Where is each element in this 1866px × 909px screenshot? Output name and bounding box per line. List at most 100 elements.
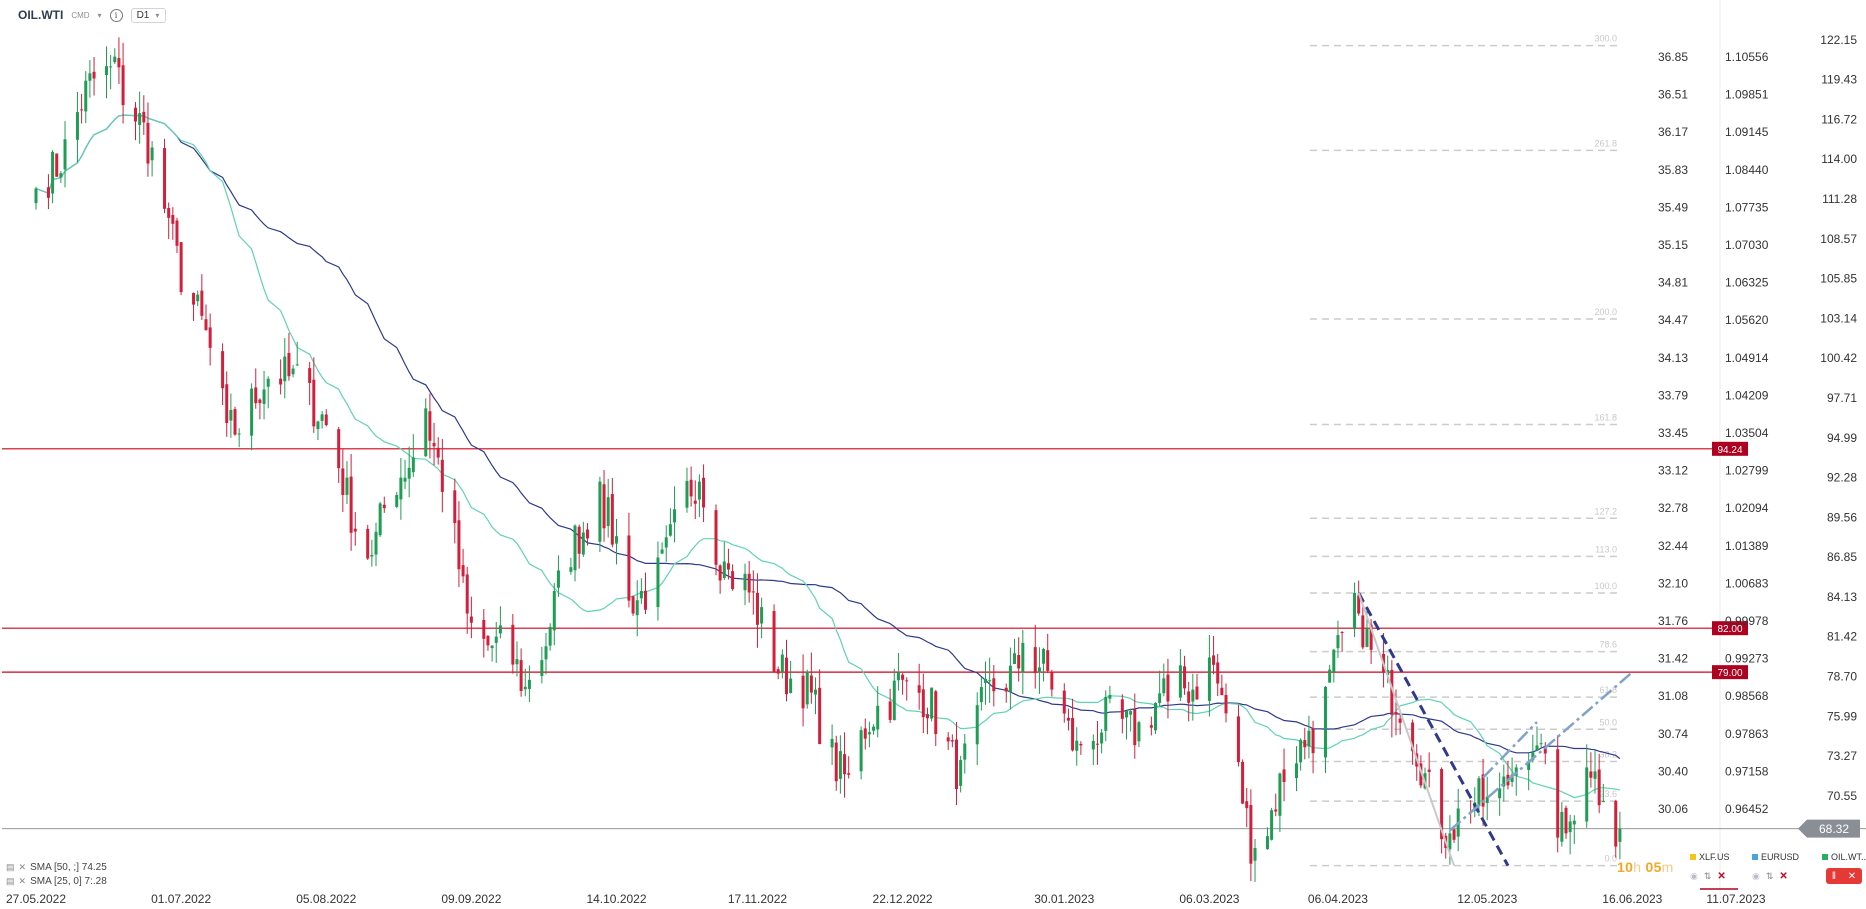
candle[interactable] xyxy=(1133,693,1137,759)
candle[interactable] xyxy=(954,721,958,806)
candle[interactable] xyxy=(776,666,780,680)
candle[interactable] xyxy=(469,596,473,639)
candle[interactable] xyxy=(51,150,55,204)
candle[interactable] xyxy=(1091,734,1095,766)
candle[interactable] xyxy=(1328,664,1332,683)
candle[interactable] xyxy=(225,371,229,437)
candle[interactable] xyxy=(1324,685,1328,774)
candle[interactable] xyxy=(867,721,871,748)
candle[interactable] xyxy=(872,724,876,735)
candle[interactable] xyxy=(581,521,585,557)
timeframe-select[interactable]: D1 ▾ xyxy=(130,7,167,23)
info-icon[interactable]: i xyxy=(109,8,123,22)
candle[interactable] xyxy=(656,541,660,621)
candle[interactable] xyxy=(1336,620,1340,658)
candle[interactable] xyxy=(1585,744,1589,828)
candle[interactable] xyxy=(598,476,602,553)
candle[interactable] xyxy=(1361,599,1365,650)
compare-controls-oil[interactable]: ǁ ✕ xyxy=(1826,868,1862,884)
candle[interactable] xyxy=(830,724,834,765)
candle[interactable] xyxy=(142,95,146,135)
candle[interactable] xyxy=(511,614,515,674)
candle[interactable] xyxy=(424,398,428,457)
candle[interactable] xyxy=(258,398,262,420)
candle[interactable] xyxy=(436,437,440,465)
candle[interactable] xyxy=(979,677,983,711)
candle[interactable] xyxy=(349,453,353,551)
candle[interactable] xyxy=(1303,727,1307,760)
candle[interactable] xyxy=(1037,647,1041,694)
candle[interactable] xyxy=(1046,633,1050,673)
candle[interactable] xyxy=(250,383,254,451)
candle[interactable] xyxy=(610,477,614,548)
eye-icon[interactable]: ◉ xyxy=(1690,871,1698,881)
candle[interactable] xyxy=(121,42,125,124)
candle[interactable] xyxy=(1481,758,1485,826)
candle[interactable] xyxy=(378,501,382,537)
candle[interactable] xyxy=(847,756,851,779)
candle[interactable] xyxy=(146,102,150,177)
candle[interactable] xyxy=(1013,638,1017,665)
candle[interactable] xyxy=(316,420,320,441)
candle[interactable] xyxy=(1589,752,1593,788)
candle[interactable] xyxy=(167,202,171,239)
candle[interactable] xyxy=(117,37,121,84)
candle[interactable] xyxy=(134,102,138,141)
candle[interactable] xyxy=(1614,799,1618,858)
candle[interactable] xyxy=(784,639,788,702)
candle[interactable] xyxy=(345,461,349,505)
candle[interactable] xyxy=(664,525,668,562)
candle[interactable] xyxy=(1357,580,1361,616)
candle[interactable] xyxy=(905,677,909,701)
close-icon[interactable]: ✕ xyxy=(18,876,27,886)
candle[interactable] xyxy=(789,660,793,694)
candle[interactable] xyxy=(1307,715,1311,759)
candle[interactable] xyxy=(934,689,938,747)
candle[interactable] xyxy=(1502,764,1506,802)
candle[interactable] xyxy=(1191,673,1195,721)
candle[interactable] xyxy=(863,718,867,750)
candle[interactable] xyxy=(1539,733,1543,748)
candle[interactable] xyxy=(1282,748,1286,802)
candle[interactable] xyxy=(963,734,967,774)
candle[interactable] xyxy=(1216,653,1220,697)
candle[interactable] xyxy=(1108,685,1112,704)
candle[interactable] xyxy=(1498,772,1502,816)
candle[interactable] xyxy=(1299,738,1303,771)
candle[interactable] xyxy=(179,242,183,296)
candle[interactable] xyxy=(109,54,113,90)
candle[interactable] xyxy=(1124,710,1128,740)
candle[interactable] xyxy=(92,57,96,96)
instrument-symbol[interactable]: OIL.WTI xyxy=(18,8,64,22)
candle[interactable] xyxy=(747,561,751,603)
candle[interactable] xyxy=(34,186,38,210)
candle[interactable] xyxy=(312,357,316,433)
candle[interactable] xyxy=(1050,669,1054,697)
candle[interactable] xyxy=(113,48,117,65)
candle[interactable] xyxy=(59,171,63,183)
candle[interactable] xyxy=(1095,720,1099,765)
chevron-down-icon[interactable]: ▾ xyxy=(97,10,102,20)
candle[interactable] xyxy=(1270,807,1274,841)
candle[interactable] xyxy=(946,732,950,750)
candle[interactable] xyxy=(1597,753,1601,814)
candle[interactable] xyxy=(660,542,664,555)
candle[interactable] xyxy=(1162,663,1166,697)
candle[interactable] xyxy=(1075,727,1079,766)
candle[interactable] xyxy=(1249,789,1253,882)
close-icon[interactable]: ✕ xyxy=(1717,871,1726,882)
candle[interactable] xyxy=(984,661,988,705)
candle[interactable] xyxy=(1245,788,1249,828)
candle[interactable] xyxy=(1278,772,1282,833)
candle[interactable] xyxy=(1294,746,1298,792)
close-icon[interactable]: ✕ xyxy=(18,862,27,872)
candle[interactable] xyxy=(1572,815,1576,845)
candle[interactable] xyxy=(104,46,108,99)
candle[interactable] xyxy=(453,478,457,544)
candle[interactable] xyxy=(46,174,50,210)
candle[interactable] xyxy=(606,478,610,538)
candle[interactable] xyxy=(1166,658,1170,719)
candle[interactable] xyxy=(1253,838,1257,882)
candle[interactable] xyxy=(465,566,469,634)
candle[interactable] xyxy=(1440,767,1444,854)
